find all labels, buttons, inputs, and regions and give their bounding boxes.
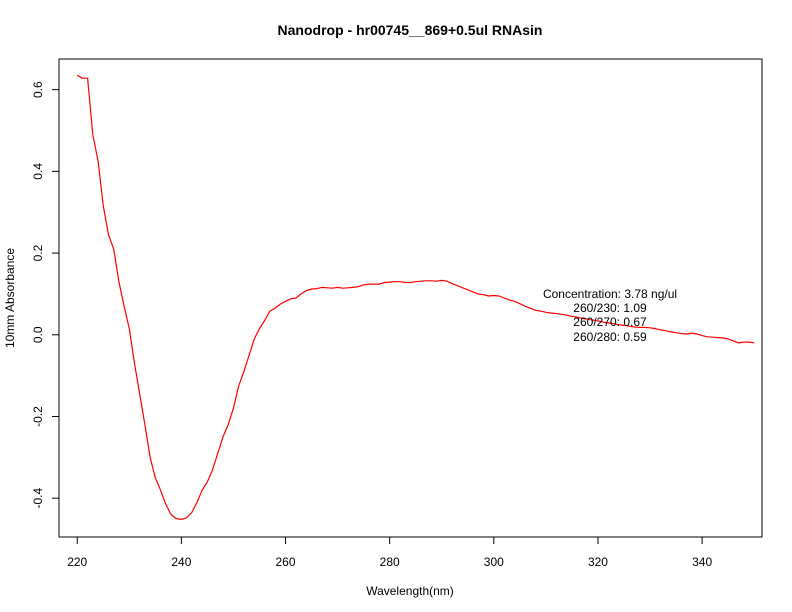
y-tick-label: 0.0 <box>31 326 45 343</box>
y-tick-label: -0.2 <box>31 406 45 427</box>
chart-title: Nanodrop - hr00745__869+0.5ul RNAsin <box>278 22 543 38</box>
annotation-260-280: 260/280: 0.59 <box>573 330 647 344</box>
x-axis: 220 240 260 280 300 320 340 <box>67 536 712 569</box>
y-tick-label: -0.4 <box>31 488 45 509</box>
x-tick-label: 220 <box>67 555 87 569</box>
annotation-260-230: 260/230: 1.09 <box>573 301 647 315</box>
x-tick-label: 320 <box>588 555 608 569</box>
annotation-260-270: 260/270: 0.67 <box>573 315 647 329</box>
y-axis-label: 10mm Absorbance <box>3 248 17 348</box>
annotation-concentration: Concentration: 3.78 ng/ul <box>543 287 677 301</box>
series-layer <box>76 74 755 521</box>
x-tick-label: 240 <box>171 555 191 569</box>
y-axis: -0.4 -0.2 0.0 0.2 0.4 0.6 <box>31 81 60 509</box>
y-tick-label: 0.2 <box>31 244 45 261</box>
x-tick-label: 300 <box>484 555 504 569</box>
x-tick-label: 280 <box>380 555 400 569</box>
y-tick-label: 0.6 <box>31 81 45 98</box>
x-tick-label: 340 <box>692 555 712 569</box>
x-tick-label: 260 <box>276 555 296 569</box>
annotation-block: Concentration: 3.78 ng/ul 260/230: 1.09 … <box>543 287 677 344</box>
y-tick-label: 0.4 <box>31 163 45 180</box>
x-axis-label: Wavelength(nm) <box>366 584 454 598</box>
absorbance-series-line <box>76 74 755 521</box>
